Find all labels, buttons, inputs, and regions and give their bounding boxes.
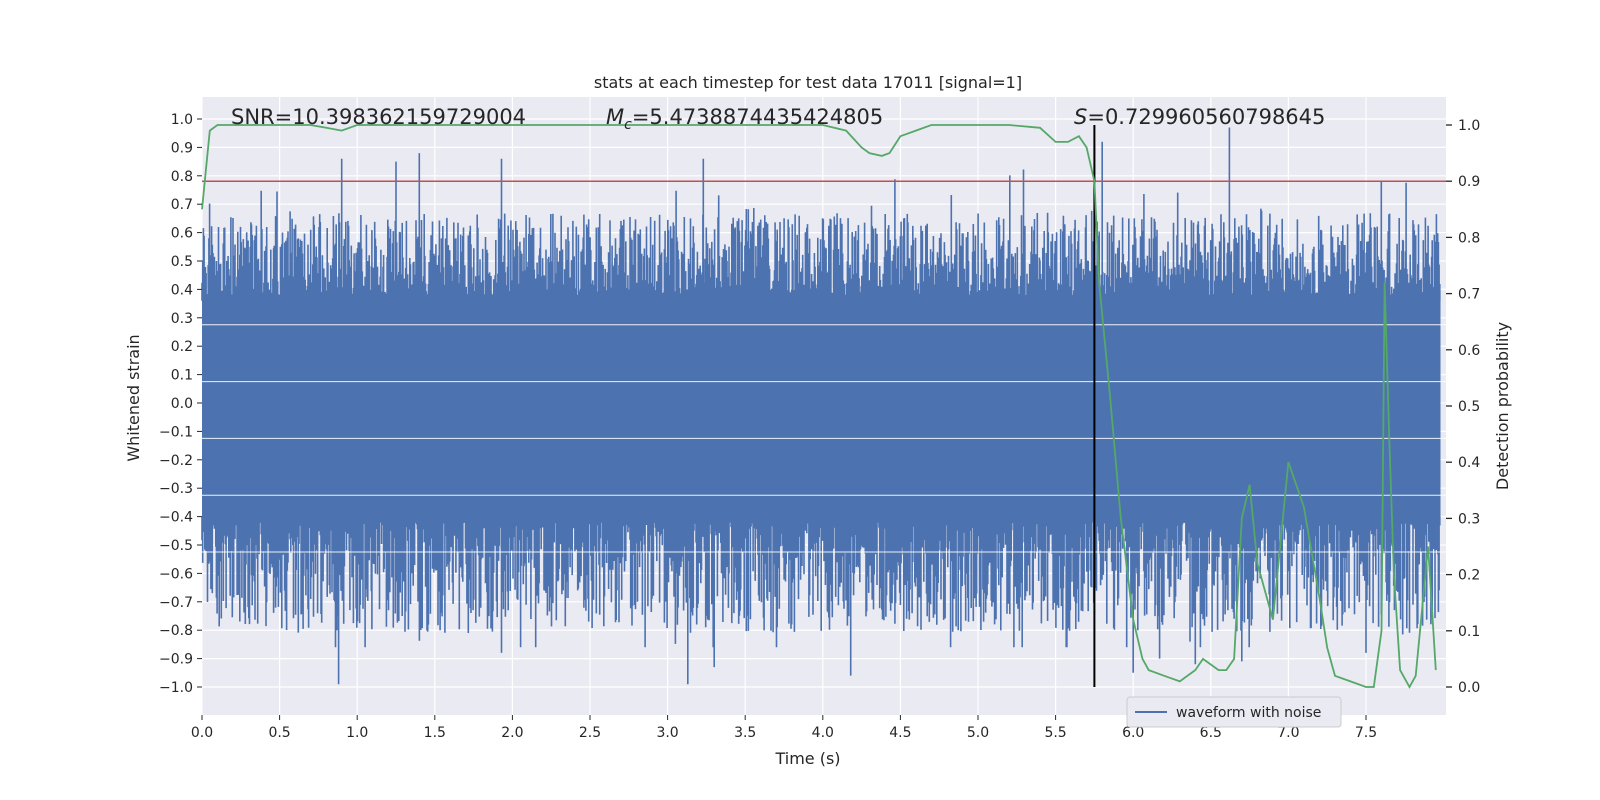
x-tick-label: 2.0 [501, 725, 523, 741]
x-axis-label: Time (s) [774, 749, 840, 768]
x-tick-label: 2.5 [579, 725, 601, 741]
y-tick-label: 1.0 [171, 112, 193, 128]
y-tick-label: −0.2 [159, 453, 193, 469]
waveform-series [201, 127, 1441, 685]
y2-tick-label: 0.6 [1458, 343, 1480, 359]
y2-tick-label: 1.0 [1458, 118, 1480, 134]
y-tick-label: −0.9 [159, 652, 193, 668]
s-annotation: S=0.729960560798645 [1074, 105, 1325, 129]
x-tick-label: 0.5 [268, 725, 290, 741]
y-tick-label: −0.8 [159, 623, 193, 639]
y-tick-label: −0.7 [159, 595, 193, 611]
waveform-core [202, 295, 1441, 523]
y-tick-label: 0.1 [171, 368, 193, 384]
x-tick-label: 5.0 [967, 725, 989, 741]
y-tick-label: −0.5 [159, 538, 193, 554]
y-tick-label: 0.4 [171, 282, 193, 298]
legend-box [1126, 696, 1342, 728]
y-tick-label: 0.9 [171, 140, 193, 156]
chirp-mass-annotation: Mc=5.4738874435424805 [606, 105, 883, 133]
y2-tick-label: 0.0 [1458, 680, 1480, 696]
legend: waveform with noise [1126, 696, 1342, 728]
y-tick-label: 0.7 [171, 197, 193, 213]
y2-tick-label: 0.2 [1458, 568, 1480, 584]
s-value: =0.729960560798645 [1087, 105, 1325, 129]
y-axis-ticks: 1.0 0.9 0.8 0.7 0.6 0.5 0.4 0.3 0.2 0.1 0.0 −0.1 −0.… [159, 112, 202, 696]
waveform-trace [201, 127, 1441, 685]
chirp-mass-subscript: c [624, 117, 632, 133]
y-tick-label: −0.4 [159, 510, 193, 526]
x-tick-label: 7.0 [1277, 725, 1299, 741]
y-axis-label: Whitened strain [124, 334, 143, 461]
y2-axis-label: Detection probability [1493, 322, 1512, 490]
x-tick-label: 5.5 [1044, 725, 1066, 741]
x-tick-label: 1.5 [424, 725, 446, 741]
y2-tick-label: 0.4 [1458, 455, 1480, 471]
x-tick-label: 3.5 [734, 725, 756, 741]
y-tick-label: 0.6 [171, 226, 193, 242]
y2-tick-label: 0.3 [1458, 511, 1480, 527]
y2-axis-ticks: 1.0 0.9 0.8 0.7 0.6 0.5 0.4 0.3 0.2 0.1 0.0 [1446, 118, 1480, 696]
legend-label: waveform with noise [1176, 705, 1321, 721]
grid-overlay [202, 324, 1446, 553]
y-tick-label: −0.1 [159, 424, 193, 440]
x-tick-label: 0.0 [191, 725, 213, 741]
y-tick-label: 0.2 [171, 339, 193, 355]
x-tick-label: 4.5 [889, 725, 911, 741]
x-tick-label: 6.5 [1200, 725, 1222, 741]
chart-title: stats at each timestep for test data 170… [594, 73, 1022, 92]
x-tick-label: 3.0 [656, 725, 678, 741]
y-tick-label: −1.0 [159, 680, 193, 696]
y-tick-label: 0.5 [171, 254, 193, 270]
y-tick-label: −0.6 [159, 566, 193, 582]
y2-tick-label: 0.9 [1458, 174, 1480, 190]
x-tick-label: 7.5 [1355, 725, 1377, 741]
snr-annotation: SNR=10.398362159729004 [231, 105, 526, 129]
chirp-mass-symbol: M [606, 105, 624, 129]
x-axis-ticks: 0.0 0.5 1.0 1.5 2.0 2.5 3.0 3.5 4.0 4.5 5.0 5.5 6.0 6… [191, 715, 1377, 741]
y-tick-label: −0.3 [159, 481, 193, 497]
detection-probability-line [201, 124, 1437, 689]
s-symbol: S [1074, 105, 1087, 129]
x-tick-label: 1.0 [346, 725, 368, 741]
y2-tick-label: 0.7 [1458, 287, 1480, 303]
y2-tick-label: 0.5 [1458, 399, 1480, 415]
y-tick-label: 0.3 [171, 311, 193, 327]
x-tick-label: 4.0 [812, 725, 834, 741]
chirp-mass-value: =5.4738874435424805 [632, 105, 883, 129]
y-tick-label: 0.0 [171, 396, 193, 412]
x-tick-label: 6.0 [1122, 725, 1144, 741]
y-tick-label: 0.8 [171, 169, 193, 185]
y2-tick-label: 0.1 [1458, 624, 1480, 640]
y2-tick-label: 0.8 [1458, 230, 1480, 246]
